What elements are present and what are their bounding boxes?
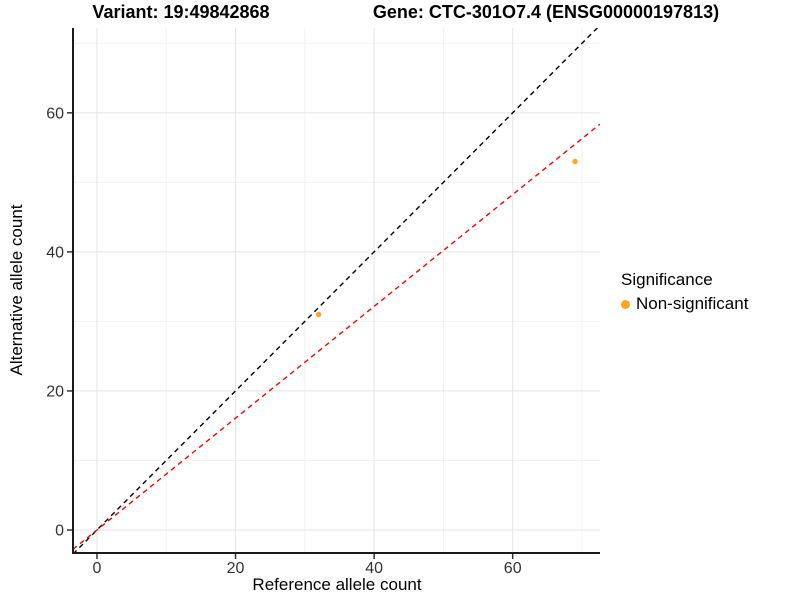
gene-title: Gene: CTC-301O7.4 (ENSG00000197813) bbox=[372, 2, 720, 22]
x-tick-label: 60 bbox=[504, 560, 522, 577]
y-axis-title: Alternative allele count bbox=[7, 204, 26, 376]
y-tick-label: 40 bbox=[46, 244, 64, 261]
fit-line bbox=[73, 123, 600, 550]
y-tick-label: 20 bbox=[46, 383, 64, 400]
variant-title: Variant: 19:49842868 bbox=[92, 2, 270, 22]
legend-entry-label: Non-significant bbox=[636, 294, 749, 313]
y-tick-label: 0 bbox=[55, 522, 64, 539]
x-tick-label: 40 bbox=[365, 560, 383, 577]
legend: Significance Non-significant bbox=[621, 270, 748, 314]
legend-entries: Non-significant bbox=[621, 294, 748, 314]
data-point bbox=[315, 311, 322, 318]
x-tick-label: 0 bbox=[93, 560, 102, 577]
legend-title: Significance bbox=[621, 270, 713, 289]
data-point bbox=[572, 158, 578, 165]
x-tick-label: 20 bbox=[227, 560, 245, 577]
y-tick-label: 60 bbox=[46, 105, 64, 122]
legend-entry: Non-significant bbox=[621, 294, 748, 314]
x-axis-title: Reference allele count bbox=[252, 575, 422, 594]
identity-line bbox=[73, 28, 599, 553]
legend-point-icon bbox=[621, 299, 630, 309]
